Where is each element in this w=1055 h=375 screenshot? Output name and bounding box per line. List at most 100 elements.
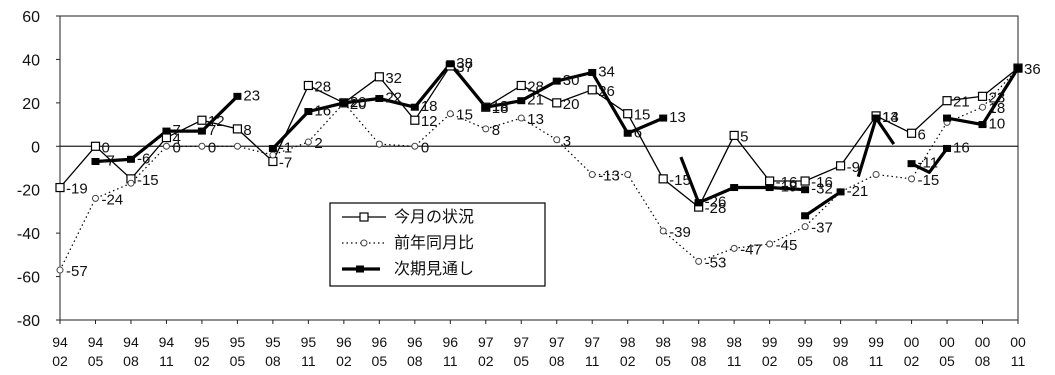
series-current-marker xyxy=(410,115,420,125)
series-yoy-marker xyxy=(375,140,383,148)
x-tick-year: 97 xyxy=(478,334,494,350)
series-yoy-marker xyxy=(908,175,916,183)
series-current-marker xyxy=(587,85,597,95)
series-yoy-marker xyxy=(517,114,525,122)
series-outlook-data-label: 6 xyxy=(634,124,642,141)
series-current-marker xyxy=(552,98,562,108)
x-tick-month: 05 xyxy=(797,353,813,369)
series-outlook-marker xyxy=(304,108,313,116)
series-outlook-data-label: 16 xyxy=(314,103,331,120)
series-outlook-marker xyxy=(197,127,206,135)
series-yoy-data-label: -45 xyxy=(776,237,798,254)
series-outlook-marker xyxy=(481,103,490,111)
series-outlook-data-label: 38 xyxy=(456,55,473,72)
series-outlook-line xyxy=(271,62,664,150)
x-tick-year: 95 xyxy=(230,334,246,350)
x-tick-year: 98 xyxy=(691,334,707,350)
series-current-data-label: 15 xyxy=(634,107,651,124)
series-outlook-marker xyxy=(588,68,597,76)
series-yoy-marker xyxy=(91,194,99,202)
x-tick-month: 08 xyxy=(407,353,423,369)
series-current-data-label: -7 xyxy=(279,154,292,171)
series-current-data-label: -16 xyxy=(776,174,798,191)
series-outlook-line xyxy=(698,185,806,205)
series-yoy-marker xyxy=(730,244,738,252)
series-current-data-label: 26 xyxy=(598,83,615,100)
series-yoy-data-label: -47 xyxy=(740,241,762,258)
series-outlook-data-label: -7 xyxy=(101,152,114,169)
x-tick-month: 05 xyxy=(655,353,671,369)
series-yoy-data-label: 0 xyxy=(208,139,216,156)
x-tick-month: 08 xyxy=(123,353,139,369)
x-tick-month: 02 xyxy=(620,353,636,369)
series-yoy-data-label: 15 xyxy=(456,107,473,124)
series-outlook-marker xyxy=(233,92,242,100)
series-outlook-data-label: 7 xyxy=(208,122,216,139)
series-outlook-line xyxy=(804,190,842,218)
series-current-data-label: 0 xyxy=(101,139,109,156)
series-yoy-marker xyxy=(56,266,64,274)
series-current-marker xyxy=(161,133,172,143)
x-tick-year: 99 xyxy=(762,334,778,350)
series-yoy-marker xyxy=(127,179,135,187)
series-current-data-label: 36 xyxy=(1024,61,1041,78)
y-tick-label: -60 xyxy=(17,270,40,287)
x-tick-year: 97 xyxy=(584,334,600,350)
series-current-marker xyxy=(303,80,313,91)
series-outlook-data-label: -26 xyxy=(705,194,727,211)
data-labels: -190-154128-728203212371828202615-15-285… xyxy=(66,55,1041,280)
series-yoy-data-label: 3 xyxy=(563,133,571,150)
series-current-data-label: 18 xyxy=(492,100,509,117)
series-current-marker xyxy=(658,174,668,184)
series-yoy-marker xyxy=(269,151,277,159)
x-tick-month: 11 xyxy=(443,353,458,369)
x-tick-year: 96 xyxy=(336,334,352,350)
x-tick-year: 94 xyxy=(52,334,68,350)
series-outlook-line xyxy=(856,116,896,178)
series-yoy-marker xyxy=(304,138,312,146)
series-current-data-label: -16 xyxy=(811,174,833,191)
x-tick-month: 08 xyxy=(265,353,281,369)
series-yoy-marker xyxy=(233,142,241,150)
series-outlook-marker xyxy=(730,184,739,192)
series-yoy-data-label: -39 xyxy=(669,224,691,241)
series-outlook-marker xyxy=(907,160,916,168)
series-yoy-data-label: 0 xyxy=(172,139,180,156)
series-current-data-label: 23 xyxy=(989,89,1006,106)
x-tick-year: 98 xyxy=(655,334,671,350)
series-outlook-marker xyxy=(943,114,952,122)
series-current-marker xyxy=(516,80,526,91)
x-tick-year: 94 xyxy=(159,334,175,350)
series-yoy-marker xyxy=(482,125,490,133)
series-current-marker xyxy=(906,128,917,138)
x-tick-year: 00 xyxy=(904,334,920,350)
x-tick-month: 11 xyxy=(727,353,742,369)
series-current-marker xyxy=(197,115,207,125)
series-yoy-data-label: -57 xyxy=(66,263,88,280)
x-tick-month: 08 xyxy=(975,353,991,369)
series-outlook-marker xyxy=(162,127,171,135)
series-outlook-data-label: 21 xyxy=(527,92,544,109)
series-yoy-marker xyxy=(411,142,419,150)
series-current-data-label: 28 xyxy=(527,78,544,95)
series-current-data-label: -15 xyxy=(669,172,691,189)
x-tick-month: 05 xyxy=(372,353,388,369)
series-current-data-label: 12 xyxy=(208,113,225,130)
series-current-marker xyxy=(729,130,739,141)
series-outlook-marker xyxy=(659,114,668,122)
series-outlook-data-label: -21 xyxy=(847,183,869,200)
series-outlook-marker xyxy=(268,144,277,152)
series-outlook-marker xyxy=(623,129,632,137)
series-outlook-marker xyxy=(801,212,810,220)
y-tick-label: 20 xyxy=(22,96,40,113)
series-outlook-marker xyxy=(126,155,135,163)
axes xyxy=(56,15,1019,324)
x-tick-month: 08 xyxy=(833,353,849,369)
series-current-marker xyxy=(374,72,384,82)
series-yoy-marker xyxy=(446,110,454,118)
series-outlook-marker xyxy=(339,99,348,107)
series-yoy-marker xyxy=(553,136,561,144)
series-current-data-label: 32 xyxy=(385,70,402,87)
series-outlook-data-label: 16 xyxy=(953,139,970,156)
x-tick-year: 00 xyxy=(1010,334,1026,350)
